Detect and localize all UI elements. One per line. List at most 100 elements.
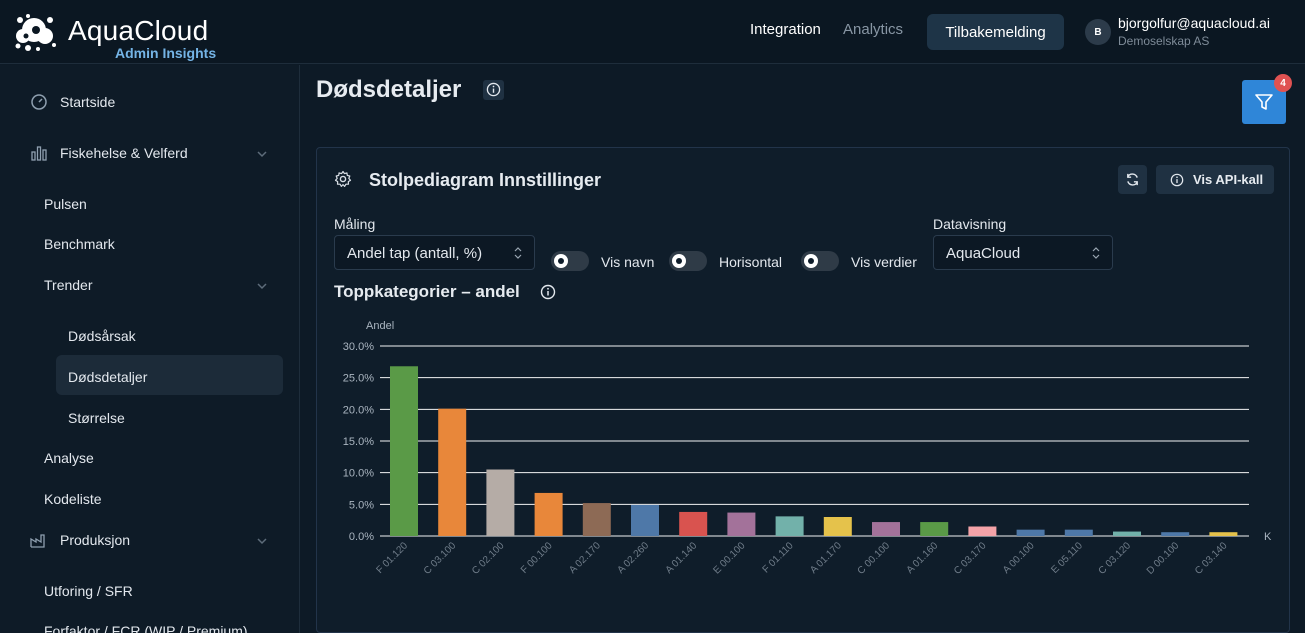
bar	[582, 503, 611, 536]
bar	[1113, 531, 1141, 536]
user-email[interactable]: bjorgolfur@aquacloud.ai	[1118, 15, 1270, 31]
toggle-knob	[804, 254, 818, 268]
x-tick-label: A 00.100	[1001, 540, 1037, 576]
filter-icon	[1255, 94, 1273, 110]
bar	[390, 366, 418, 536]
sidebar-item-dodsdetaljer[interactable]: Dødsdetaljer	[68, 369, 148, 385]
toggle-knob	[554, 254, 568, 268]
x-tick-label: D 00.100	[1145, 540, 1182, 577]
bar-chart-icon	[31, 146, 47, 161]
gear-icon	[334, 170, 352, 187]
y-tick-label: 25.0%	[343, 373, 374, 385]
aquacloud-logo-icon	[15, 14, 56, 51]
bar	[872, 522, 900, 536]
y-tick-label: 15.0%	[343, 436, 374, 448]
sidebar: Startside Fiskehelse & Velferd Pulsen Be…	[0, 65, 300, 633]
filter-count-badge: 4	[1274, 74, 1292, 92]
api-button-label: Vis API-kall	[1193, 172, 1264, 187]
refresh-button[interactable]	[1118, 165, 1147, 194]
bar	[631, 504, 659, 536]
bar-chart: Andel 0.0% 5.0% 10.0% 15.0% 20.0% 25.0% 30.0% F …	[343, 320, 1272, 577]
measure-select[interactable]: Andel tap (antall, %)	[334, 235, 535, 270]
y-tick-label: 30.0%	[343, 341, 374, 353]
dataview-select[interactable]: AquaCloud	[933, 235, 1113, 270]
sidebar-item-forfaktor[interactable]: Forfaktor / FCR (WIP / Premium)	[44, 623, 248, 633]
sidebar-item-startside[interactable]: Startside	[30, 94, 280, 112]
sidebar-item-dodsarsak[interactable]: Dødsårsak	[68, 328, 136, 344]
y-tick-label: 20.0%	[343, 404, 374, 416]
x-tick-label: A 01.140	[664, 540, 700, 576]
x-tick-label: C 03.100	[422, 540, 459, 577]
toggle-show-values-label: Vis verdier	[851, 254, 917, 270]
toggle-show-names-label: Vis navn	[601, 254, 655, 270]
info-icon	[1170, 173, 1184, 187]
gauge-icon	[31, 94, 47, 110]
sidebar-item-trender[interactable]: Trender	[44, 277, 280, 295]
info-icon[interactable]	[540, 284, 556, 300]
sidebar-item-kodeliste[interactable]: Kodeliste	[44, 491, 102, 507]
bar	[486, 469, 515, 536]
show-api-call-button[interactable]: Vis API-kall	[1156, 165, 1274, 194]
bar	[727, 512, 756, 536]
feedback-button[interactable]: Tilbakemelding	[927, 14, 1064, 50]
bar	[1161, 532, 1190, 536]
brand-logo[interactable]: AquaCloud Admin Insights	[14, 10, 224, 61]
x-tick-label: E 00.100	[711, 540, 747, 576]
page-info-button[interactable]	[483, 80, 504, 100]
sidebar-item-produksjon[interactable]: Produksjon	[30, 532, 280, 550]
x-tick-label: C 02.100	[470, 540, 507, 577]
x-tick-label: F 01.110	[761, 540, 796, 575]
brand-subtitle: Admin Insights	[115, 45, 217, 61]
dataview-label: Datavisning	[933, 216, 1007, 232]
x-tick-label: A 01.170	[808, 540, 844, 576]
bar	[968, 526, 997, 536]
nav-analytics[interactable]: Analytics	[843, 21, 904, 38]
y-tick-label: 5.0%	[349, 499, 374, 511]
sidebar-item-analyse[interactable]: Analyse	[44, 450, 94, 466]
chevron-down-icon	[257, 538, 267, 545]
x-tick-label: F 01.120	[374, 540, 410, 576]
x-tick-label: E 05.110	[1049, 540, 1085, 576]
brand-name: AquaCloud	[68, 15, 209, 46]
avatar[interactable]: B	[1085, 19, 1111, 45]
chart-title: Toppkategorier – andel	[334, 282, 520, 301]
sidebar-item-storrelse[interactable]: Størrelse	[68, 410, 125, 426]
sidebar-active-highlight	[56, 355, 283, 395]
sidebar-item-label: Fiskehelse & Velferd	[60, 145, 188, 161]
x-tick-label: F 00.100	[519, 540, 555, 576]
dataview-select-value: AquaCloud	[946, 245, 1021, 262]
sidebar-item-pulsen[interactable]: Pulsen	[44, 196, 87, 212]
factory-icon	[30, 534, 45, 548]
bar	[775, 516, 804, 536]
toggle-show-names[interactable]	[551, 251, 589, 271]
refresh-icon	[1127, 173, 1138, 186]
sidebar-item-label: Produksjon	[60, 532, 131, 548]
measure-select-value: Andel tap (antall, %)	[347, 245, 483, 262]
x-tick-label: C 03.140	[1193, 540, 1230, 577]
top-bar: AquaCloud Admin Insights Integration Ana…	[0, 0, 1305, 64]
x-tick-label: A 02.260	[615, 540, 651, 576]
x-tick-label: C 03.170	[952, 540, 989, 577]
toggle-show-values[interactable]	[801, 251, 839, 271]
bar	[679, 511, 708, 536]
page-title: Dødsdetaljer	[316, 76, 462, 103]
sidebar-item-fiskehelse[interactable]: Fiskehelse & Velferd	[30, 145, 280, 163]
select-arrows-icon	[1092, 247, 1100, 259]
user-organization: Demoselskap AS	[1118, 34, 1210, 48]
sidebar-item-benchmark[interactable]: Benchmark	[44, 236, 115, 252]
bar	[534, 492, 563, 536]
sidebar-item-utforing[interactable]: Utforing / SFR	[44, 583, 133, 599]
bar	[438, 408, 467, 536]
bar-chart-settings-card: Stolpediagram Innstillinger Vis API-kall…	[316, 147, 1290, 633]
select-arrows-icon	[514, 247, 522, 259]
toggle-horizontal-label: Horisontal	[719, 254, 783, 270]
sidebar-item-label: Trender	[44, 277, 93, 293]
bar	[1064, 529, 1093, 536]
info-icon	[486, 82, 501, 97]
nav-integration[interactable]: Integration	[750, 21, 821, 38]
x-axis-label: K	[1264, 531, 1272, 543]
toggle-horizontal[interactable]	[669, 251, 707, 271]
x-tick-label: A 02.170	[567, 540, 603, 576]
bar	[823, 517, 852, 536]
bar	[920, 522, 949, 536]
